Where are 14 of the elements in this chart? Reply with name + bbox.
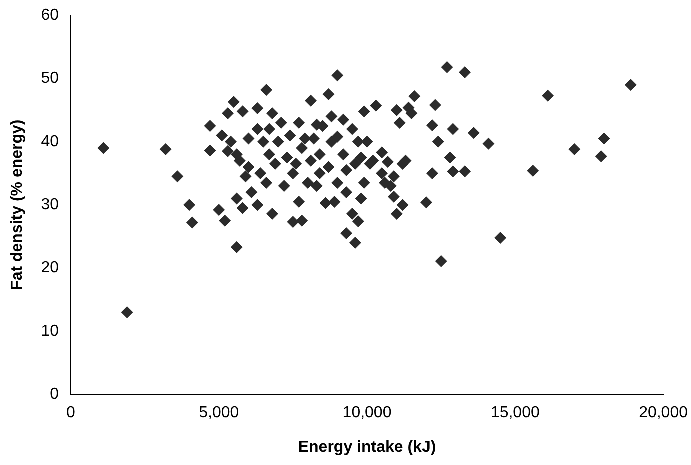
y-tick-label: 0 (50, 386, 60, 404)
y-tick-label: 60 (41, 7, 60, 24)
y-axis-title: Fat density (% energy) (9, 120, 26, 290)
x-tick-label: 0 (66, 404, 76, 422)
y-tick-label: 10 (41, 322, 60, 340)
x-tick-label: 5,000 (199, 404, 240, 422)
y-tick-label: 30 (41, 196, 60, 214)
x-tick-label: 20,000 (639, 404, 688, 422)
y-tick-label: 20 (41, 260, 60, 277)
y-tick-label: 50 (41, 70, 60, 88)
x-tick-label: 15,000 (490, 404, 540, 422)
x-tick-label: 10,000 (342, 404, 392, 422)
y-tick-label: 40 (41, 133, 60, 150)
x-axis-title: Energy intake (kJ) (298, 438, 436, 456)
